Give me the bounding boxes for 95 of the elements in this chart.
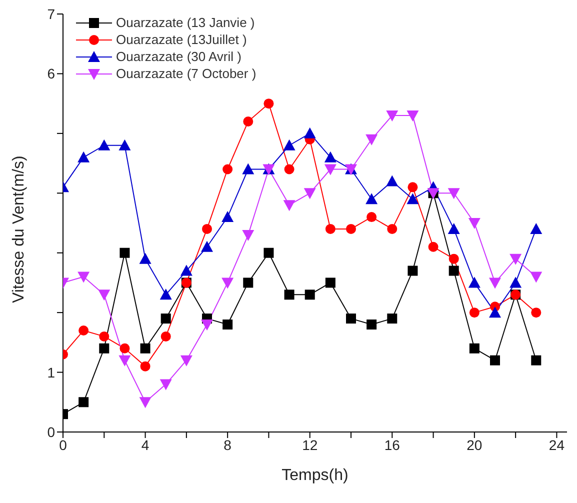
- x-tick-label: 24: [548, 436, 565, 453]
- point: [243, 116, 254, 126]
- point: [304, 290, 315, 300]
- point: [346, 314, 356, 324]
- point: [140, 361, 150, 372]
- x-axis-title: Temps(h): [282, 467, 348, 484]
- point: [325, 224, 336, 234]
- point: [406, 193, 419, 204]
- point: [243, 278, 254, 288]
- point: [469, 308, 480, 318]
- point: [120, 343, 130, 354]
- point: [139, 397, 152, 408]
- point: [490, 355, 500, 366]
- point: [118, 139, 131, 150]
- point: [78, 272, 90, 283]
- point: [99, 343, 110, 354]
- point: [99, 331, 110, 342]
- point: [284, 164, 294, 174]
- point: [325, 278, 336, 288]
- point: [448, 188, 460, 200]
- point: [118, 355, 131, 366]
- point: [386, 175, 398, 186]
- point: [78, 151, 90, 162]
- point: [530, 272, 542, 283]
- point: [387, 314, 398, 324]
- x-tick-label: 0: [59, 436, 68, 453]
- legend-label: Ouarzazate (7 October ): [116, 66, 256, 81]
- point: [531, 308, 542, 318]
- point: [468, 218, 480, 229]
- point: [408, 266, 418, 276]
- point: [222, 278, 234, 289]
- point: [346, 224, 356, 234]
- point: [222, 211, 234, 222]
- point: [201, 240, 213, 252]
- point: [469, 343, 480, 354]
- legend-label: Ouarzazate (13Juillet ): [116, 32, 247, 47]
- point: [180, 355, 192, 366]
- point: [304, 188, 316, 200]
- point: [428, 242, 438, 252]
- y-tick-label: 1: [47, 364, 56, 380]
- point: [242, 163, 254, 174]
- point: [304, 127, 316, 138]
- x-tick-label: 12: [302, 436, 318, 453]
- point: [531, 355, 542, 366]
- legend-label: Ouarzazate (13 Janvie ): [116, 15, 255, 30]
- point: [448, 222, 460, 234]
- point: [387, 224, 398, 234]
- point: [180, 264, 192, 276]
- point: [264, 248, 274, 258]
- x-tick-label: 4: [141, 436, 150, 453]
- y-axis-title: Vitesse du Vent(m/s): [10, 156, 28, 303]
- point: [120, 248, 130, 258]
- point: [530, 222, 542, 234]
- point: [284, 290, 294, 300]
- point: [160, 288, 172, 300]
- point: [468, 276, 480, 288]
- point: [366, 134, 378, 146]
- point: [78, 397, 89, 408]
- point: [448, 266, 459, 276]
- point: [201, 320, 213, 331]
- point: [202, 224, 212, 234]
- point: [510, 254, 522, 265]
- point: [78, 325, 89, 336]
- point: [160, 331, 171, 342]
- x-tick-label: 16: [384, 436, 400, 453]
- point: [489, 278, 501, 289]
- point: [408, 182, 418, 192]
- legend-label: Ouarzazate (30 Avril ): [116, 49, 242, 64]
- point: [222, 164, 233, 174]
- point: [264, 98, 274, 109]
- point: [242, 230, 254, 241]
- point: [366, 320, 377, 330]
- point: [222, 320, 233, 330]
- point: [366, 212, 377, 222]
- point: [283, 200, 296, 212]
- point: [406, 110, 419, 122]
- point: [510, 276, 522, 288]
- point: [324, 151, 336, 162]
- point: [324, 164, 336, 176]
- point: [160, 314, 171, 324]
- point: [489, 306, 501, 318]
- point: [140, 343, 150, 354]
- y-tick-label: 7: [47, 6, 56, 22]
- point: [283, 139, 296, 150]
- point: [386, 110, 398, 122]
- point: [448, 254, 459, 264]
- x-tick-label: 8: [224, 436, 232, 453]
- point: [98, 139, 110, 150]
- point: [366, 193, 378, 204]
- y-tick-label: 6: [47, 66, 56, 82]
- x-tick-label: 20: [466, 436, 482, 453]
- point: [160, 379, 172, 390]
- point: [98, 290, 110, 301]
- y-tick-label: 0: [47, 424, 56, 440]
- point: [139, 252, 152, 264]
